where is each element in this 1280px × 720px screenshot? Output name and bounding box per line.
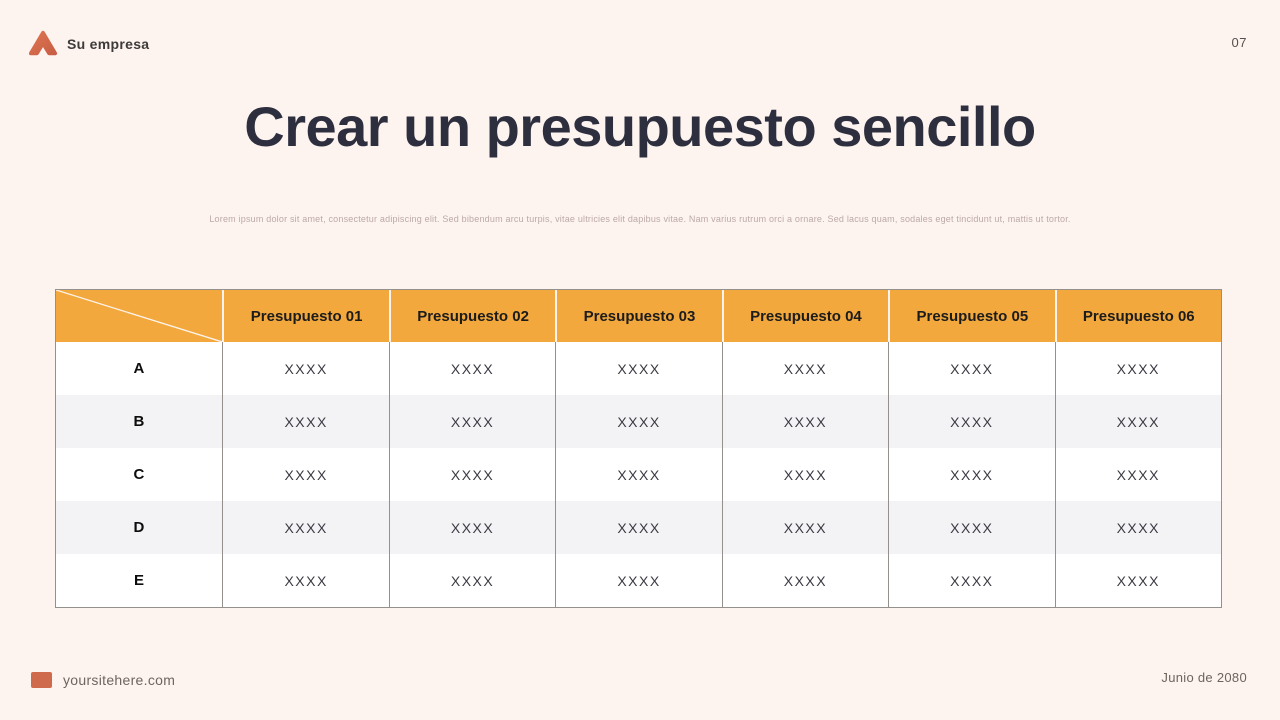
table-row: C XXXX XXXX XXXX XXXX XXXX XXXX: [56, 448, 1221, 501]
table-cell: XXXX: [888, 501, 1055, 554]
budget-table: Presupuesto 01 Presupuesto 02 Presupuest…: [55, 289, 1222, 608]
column-header: Presupuesto 03: [555, 290, 722, 342]
row-label: A: [56, 342, 223, 395]
slide-subtitle: Lorem ipsum dolor sit amet, consectetur …: [209, 214, 1071, 224]
table-row: E XXXX XXXX XXXX XXXX XXXX XXXX: [56, 554, 1221, 607]
table-cell: XXXX: [388, 501, 556, 554]
table-cell: XXXX: [222, 395, 389, 448]
table-cell: XXXX: [222, 501, 389, 554]
table-cell: XXXX: [555, 395, 722, 448]
table-cell: XXXX: [222, 554, 389, 607]
table-cell: XXXX: [388, 448, 556, 501]
table-cell: XXXX: [888, 395, 1055, 448]
table-cell: XXXX: [222, 448, 389, 501]
table-cell: XXXX: [555, 342, 722, 395]
table-cell: XXXX: [555, 501, 722, 554]
column-header: Presupuesto 02: [388, 290, 556, 342]
table-cell: XXXX: [721, 342, 889, 395]
table-row: A XXXX XXXX XXXX XXXX XXXX XXXX: [56, 342, 1221, 395]
table-cell: XXXX: [721, 554, 889, 607]
table-corner-cell: [56, 290, 223, 342]
column-header: Presupuesto 01: [222, 290, 389, 342]
table-cell: XXXX: [388, 395, 556, 448]
table-header-row: Presupuesto 01 Presupuesto 02 Presupuest…: [56, 290, 1221, 342]
table-cell: XXXX: [1054, 342, 1221, 395]
table-cell: XXXX: [721, 448, 889, 501]
table-cell: XXXX: [555, 554, 722, 607]
table-cell: XXXX: [1054, 448, 1221, 501]
table-cell: XXXX: [222, 342, 389, 395]
row-label: D: [56, 501, 223, 554]
table-cell: XXXX: [388, 554, 556, 607]
corner-diagonal-line: [56, 290, 222, 342]
table-cell: XXXX: [555, 448, 722, 501]
brand: Su empresa: [28, 29, 149, 59]
column-header: Presupuesto 05: [888, 290, 1055, 342]
row-label: C: [56, 448, 223, 501]
table-row: B XXXX XXXX XXXX XXXX XXXX XXXX: [56, 395, 1221, 448]
footer-site-url: yoursitehere.com: [63, 672, 176, 688]
table-cell: XXXX: [721, 395, 889, 448]
table-cell: XXXX: [888, 448, 1055, 501]
page-number: 07: [1231, 35, 1247, 50]
table-cell: XXXX: [1054, 395, 1221, 448]
table-row: D XXXX XXXX XXXX XXXX XXXX XXXX: [56, 501, 1221, 554]
row-label: E: [56, 554, 223, 607]
column-header: Presupuesto 04: [721, 290, 889, 342]
table-cell: XXXX: [1054, 554, 1221, 607]
row-label: B: [56, 395, 223, 448]
table-cell: XXXX: [888, 554, 1055, 607]
table-cell: XXXX: [888, 342, 1055, 395]
slide-title: Crear un presupuesto sencillo: [244, 95, 1036, 158]
footer-date: Junio de 2080: [1161, 670, 1247, 685]
company-name: Su empresa: [67, 36, 150, 52]
table-cell: XXXX: [721, 501, 889, 554]
footer-accent-square: [31, 672, 52, 688]
table-cell: XXXX: [388, 342, 556, 395]
column-header: Presupuesto 06: [1054, 290, 1221, 342]
company-logo-icon: [28, 30, 58, 56]
table-cell: XXXX: [1054, 501, 1221, 554]
